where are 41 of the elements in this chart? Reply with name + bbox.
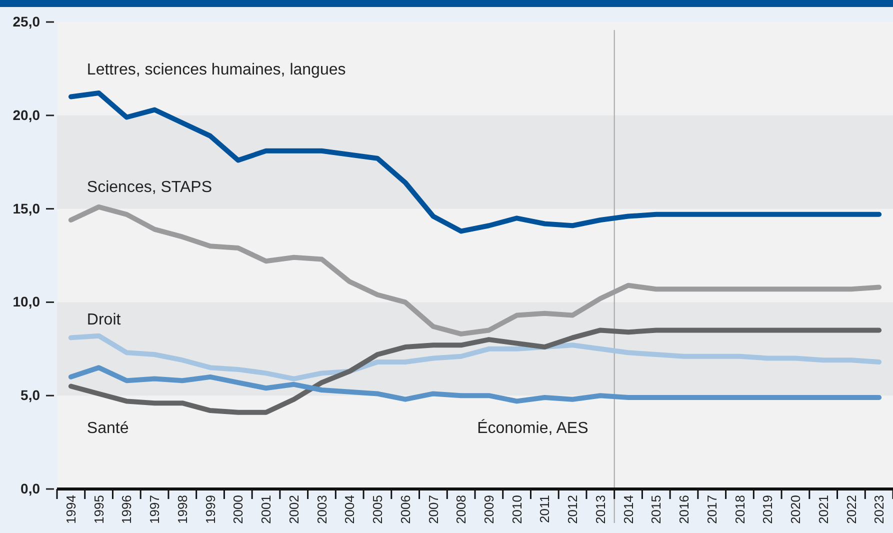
y-tick-label: 5,0 — [20, 387, 40, 404]
x-tick-label: 1997 — [147, 495, 162, 524]
x-tick-label: 2007 — [426, 495, 441, 524]
x-tick-label: 2005 — [370, 495, 386, 524]
series-label: Lettres, sciences humaines, langues — [86, 61, 346, 78]
x-tick-label: 1999 — [202, 495, 218, 524]
x-tick-label: 2003 — [314, 495, 330, 524]
x-tick-label: 2019 — [760, 495, 776, 524]
x-tick-label: 1995 — [91, 495, 106, 524]
x-tick-label: 2016 — [676, 495, 692, 524]
x-tick-label: 1998 — [174, 495, 190, 524]
x-tick-label: 2021 — [816, 495, 831, 524]
series-label: Sciences, STAPS — [86, 178, 212, 196]
x-tick-label: 2018 — [732, 495, 748, 524]
y-tick-label: 20,0 — [12, 106, 40, 123]
x-tick-label: 2009 — [481, 495, 496, 524]
series-label: Économie, AES — [477, 418, 588, 437]
x-tick-label: 2001 — [258, 495, 274, 524]
x-tick-label: 1994 — [63, 495, 78, 524]
x-tick-label: 2008 — [454, 495, 469, 524]
x-tick-label: 2014 — [620, 495, 636, 524]
x-tick-label: 2006 — [398, 495, 413, 524]
x-tick-label: 2012 — [565, 495, 580, 524]
x-tick-label: 2010 — [509, 495, 524, 524]
x-tick-label: 2011 — [537, 495, 552, 523]
x-tick-label: 1996 — [119, 495, 134, 524]
x-tick-label: 2004 — [342, 495, 358, 524]
x-tick-label: 2002 — [286, 495, 302, 524]
x-tick-label: 2013 — [592, 495, 608, 524]
x-tick-label: 2015 — [648, 495, 664, 524]
y-tick-label: 0,0 — [20, 480, 40, 496]
x-tick-label: 2023 — [872, 495, 887, 524]
series-label: Droit — [86, 312, 122, 329]
x-tick-label: 2000 — [230, 495, 246, 524]
y-tick-label: 25,0 — [12, 13, 40, 30]
x-tick-label: 2022 — [844, 495, 859, 524]
x-tick-label: 2020 — [788, 495, 804, 524]
y-tick-label: 15,0 — [12, 200, 40, 216]
y-tick-label: 10,0 — [12, 294, 40, 310]
x-tick-label: 2017 — [704, 495, 720, 524]
series-label: Santé — [86, 420, 129, 437]
